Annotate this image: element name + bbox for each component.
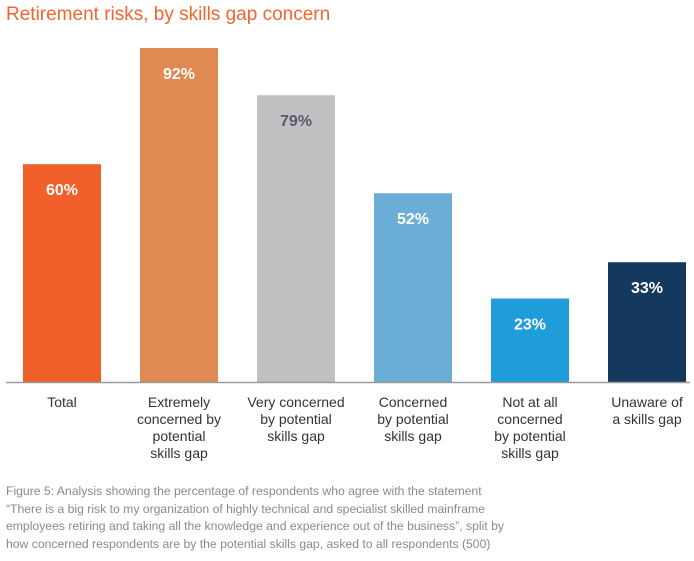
data-label: 60%: [46, 182, 78, 199]
category-tick-label: Extremely concerned by potential skills gap: [137, 394, 221, 461]
caption-line: how concerned respondents are by the pot…: [6, 536, 491, 551]
category-tick-label: Total: [47, 394, 77, 410]
data-label: 79%: [280, 113, 312, 130]
data-label: 52%: [397, 211, 429, 228]
category-tick-label: Unaware of a skills gap: [611, 394, 683, 427]
caption-line: “There is a big risk to my organization …: [6, 501, 485, 516]
data-label: 23%: [514, 317, 546, 334]
category-tick-label: Very concerned by potential skills gap: [247, 394, 344, 444]
caption-line: Figure 5: Analysis showing the percentag…: [6, 484, 482, 498]
category-tick-label: Concerned by potential skills gap: [377, 394, 449, 444]
bar: [257, 95, 335, 382]
chart-title: Retirement risks, by skills gap concern: [6, 4, 331, 25]
bar-chart: 60% 92% 79% 52% 23% 33% Total Extremely concern…: [6, 48, 690, 461]
category-tick-label: Not at all concerned by potential skills ga…: [494, 394, 566, 461]
data-label: 33%: [631, 280, 663, 297]
caption-line: employees retiring and taking all the kn…: [6, 519, 504, 533]
figure-caption: Figure 5: Analysis showing the percentag…: [6, 483, 566, 553]
bar: [140, 48, 218, 382]
bar: [491, 298, 569, 382]
bar: [608, 262, 686, 382]
data-label: 92%: [163, 66, 195, 83]
bar: [374, 193, 452, 382]
bar: [23, 164, 101, 382]
